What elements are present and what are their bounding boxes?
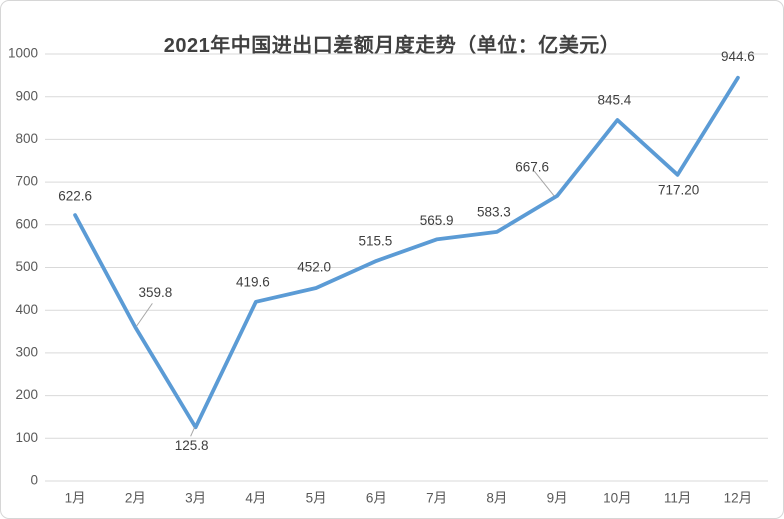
label-leader-line: [190, 427, 196, 437]
x-axis-tick-label: 2月: [125, 491, 146, 506]
data-point-label: 125.8: [175, 438, 209, 453]
trend-line: [73, 75, 740, 430]
y-axis-tick-label: 0: [30, 473, 38, 488]
x-axis-tick-label: 4月: [245, 491, 266, 506]
y-axis-tick-label: 1000: [8, 46, 38, 61]
x-axis-tick-label: 1月: [65, 491, 86, 506]
y-axis-tick-label: 300: [15, 344, 38, 359]
data-point-label: 622.6: [58, 189, 92, 204]
x-axis-tick-label: 5月: [306, 491, 327, 506]
x-axis-tick-label: 3月: [185, 491, 206, 506]
data-point-label: 667.6: [515, 159, 549, 174]
data-point-label: 845.4: [597, 93, 631, 108]
data-point-label: 452.0: [297, 260, 331, 275]
x-axis-tick-label: 6月: [366, 491, 387, 506]
data-point-label: 717.20: [658, 182, 699, 197]
y-axis-tick-label: 500: [15, 259, 38, 274]
y-axis-tick-label: 900: [15, 88, 38, 103]
y-axis-tick-label: 700: [15, 174, 38, 189]
y-axis-tick-label: 100: [15, 430, 38, 445]
data-point-label: 583.3: [477, 204, 511, 219]
chart-title: 2021年中国进出口差额月度走势（单位：亿美元）: [163, 35, 621, 57]
y-axis-tick-label: 400: [15, 302, 38, 317]
y-axis-tick-label: 200: [15, 387, 38, 402]
data-point-label: 944.6: [721, 49, 755, 64]
data-point-label: 515.5: [358, 233, 392, 248]
x-axis-tick-label: 7月: [426, 491, 447, 506]
label-leader-line: [135, 303, 153, 327]
data-point-label: 565.9: [420, 213, 454, 228]
data-point-label: 359.8: [138, 285, 172, 300]
x-axis-tick-label: 11月: [664, 491, 692, 506]
x-axis-tick-label: 9月: [547, 491, 568, 506]
label-leader-line: [533, 170, 555, 197]
data-point-label: 419.6: [236, 274, 270, 289]
x-axis-tick-label: 12月: [724, 491, 753, 506]
y-axis-tick-label: 600: [15, 216, 38, 231]
y-axis-tick-label: 800: [15, 131, 38, 146]
x-axis-tick-label: 10月: [603, 491, 632, 506]
x-axis-tick-label: 8月: [486, 491, 507, 506]
